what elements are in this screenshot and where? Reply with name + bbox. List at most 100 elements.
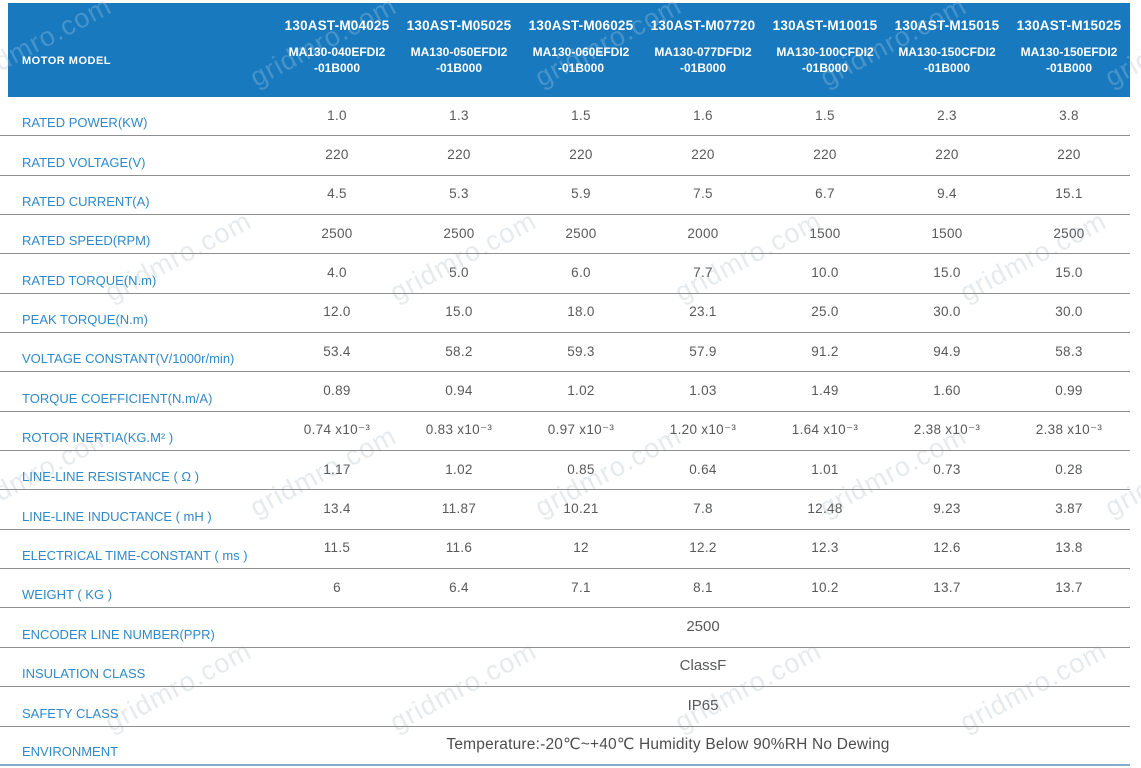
spec-value: 6.0 bbox=[571, 265, 591, 281]
spec-row: ENCODER LINE NUMBER(PPR) 2500 bbox=[0, 608, 1130, 648]
spec-value: 0.64 bbox=[689, 461, 717, 477]
spec-value: 10.0 bbox=[811, 265, 839, 281]
spec-value: 2.3 bbox=[937, 107, 957, 123]
spec-value: 12 bbox=[573, 540, 589, 556]
column-header: 130AST-M15025 MA130-150EFDI2 -01B000 bbox=[1008, 3, 1130, 97]
spec-value: 220 bbox=[935, 147, 959, 163]
spec-value: 15.1 bbox=[1055, 186, 1083, 202]
spec-row-label: TORQUE COEFFICIENT(N.m/A) bbox=[22, 390, 213, 406]
spec-value: 220 bbox=[325, 147, 349, 163]
spec-value: 1.60 bbox=[933, 383, 961, 399]
spec-row: ROTOR INERTIA(KG.M² ) 0.74 x10⁻³ 0.83 x10… bbox=[0, 412, 1130, 452]
column-header: 130AST-M15015 MA130-150CFDI2 -01B000 bbox=[886, 3, 1008, 97]
spec-value: 13.7 bbox=[1055, 579, 1083, 595]
spec-row-label: INSULATION CLASS bbox=[22, 666, 146, 682]
spec-value: 220 bbox=[813, 147, 837, 163]
motor-part-number: MA130-150EFDI2 -01B000 bbox=[1008, 44, 1130, 76]
spec-value: 0.97 x10⁻³ bbox=[547, 421, 615, 437]
spec-row-label: RATED SPEED(RPM) bbox=[22, 233, 151, 249]
spec-value: 0.83 x10⁻³ bbox=[425, 421, 493, 437]
column-header: 130AST-M06025 MA130-060EFDI2 -01B000 bbox=[520, 3, 642, 97]
spec-value: 0.99 bbox=[1055, 383, 1083, 399]
spec-value: 91.2 bbox=[811, 343, 839, 359]
spec-row-label: RATED VOLTAGE(V) bbox=[22, 154, 146, 170]
spec-value: 13.8 bbox=[1055, 540, 1083, 556]
motor-model-name: 130AST-M10015 bbox=[772, 18, 878, 33]
spec-value: 1.03 bbox=[689, 383, 717, 399]
spec-row-values: 12.0 15.0 18.0 23.1 25.0 30.0 30.0 bbox=[276, 294, 1130, 332]
spec-row-values: 2500 bbox=[276, 608, 1130, 646]
spec-value: 30.0 bbox=[1055, 304, 1083, 320]
spec-row-label: PEAK TORQUE(N.m) bbox=[22, 312, 148, 328]
motor-model-name: 130AST-M15015 bbox=[894, 18, 1000, 33]
spec-value: 12.2 bbox=[689, 540, 717, 556]
watermark-text: gridmro.com bbox=[8, 3, 117, 93]
spec-value: 7.7 bbox=[693, 265, 713, 281]
spec-value: 4.5 bbox=[327, 186, 347, 202]
spec-value: 1.5 bbox=[815, 107, 835, 123]
column-header: 130AST-M07720 MA130-077DFDI2 -01B000 bbox=[642, 3, 764, 97]
spec-value: 30.0 bbox=[933, 304, 961, 320]
motor-part-line2: -01B000 bbox=[679, 61, 727, 75]
spec-row-label: ENVIRONMENT bbox=[22, 743, 119, 759]
spec-row: SAFETY CLASS IP65 bbox=[0, 687, 1130, 727]
spec-value: 0.94 bbox=[445, 383, 473, 399]
spec-value: 13.4 bbox=[323, 501, 351, 517]
spec-value: 1.49 bbox=[811, 383, 839, 399]
motor-part-line1: MA130-050EFDI2 bbox=[410, 45, 508, 59]
spec-row-label: ROTOR INERTIA(KG.M² ) bbox=[22, 430, 174, 446]
motor-model-label: MOTOR MODEL bbox=[22, 55, 112, 67]
spec-value: 18.0 bbox=[567, 304, 595, 320]
spec-value: 0.89 bbox=[323, 383, 351, 399]
spec-value: 10.21 bbox=[563, 501, 599, 517]
spec-value: 220 bbox=[1057, 147, 1081, 163]
spec-value: 94.9 bbox=[933, 343, 961, 359]
spec-value: 5.3 bbox=[449, 186, 469, 202]
spec-value: 11.6 bbox=[445, 540, 473, 556]
spec-value: 10.2 bbox=[811, 579, 839, 595]
spec-row-label: ENCODER LINE NUMBER(PPR) bbox=[22, 626, 215, 642]
motor-model-name: 130AST-M05025 bbox=[406, 18, 512, 33]
spec-value: 1.5 bbox=[571, 107, 591, 123]
spec-value: 5.9 bbox=[571, 186, 591, 202]
spec-row-values: 53.4 58.2 59.3 57.9 91.2 94.9 58.3 bbox=[276, 333, 1130, 371]
spec-value: 1.01 bbox=[811, 461, 839, 477]
spec-row: PEAK TORQUE(N.m) 12.0 15.0 18.0 23.1 25.0 30.… bbox=[0, 294, 1130, 334]
spec-value: 1.02 bbox=[445, 461, 473, 477]
spec-value: 2500 bbox=[443, 225, 475, 241]
spec-row-label: RATED TORQUE(N.m) bbox=[22, 272, 157, 288]
spec-row-values: 11.5 11.6 12 12.2 12.3 12.6 13.8 bbox=[276, 530, 1130, 568]
spec-value: 220 bbox=[569, 147, 593, 163]
spec-row-label: WEIGHT ( KG ) bbox=[22, 587, 113, 603]
spec-row: LINE-LINE INDUCTANCE ( mH ) 13.4 11.87 10.… bbox=[0, 490, 1130, 530]
spec-value: 1.17 bbox=[323, 461, 351, 477]
spec-row-values: 1.0 1.3 1.5 1.6 1.5 2.3 3.8 bbox=[276, 97, 1130, 135]
spec-value: 59.3 bbox=[567, 343, 595, 359]
spec-value: 1.20 x10⁻³ bbox=[669, 421, 737, 437]
spec-value: 57.9 bbox=[689, 343, 717, 359]
spec-value: 220 bbox=[447, 147, 471, 163]
spec-value: 1500 bbox=[809, 225, 841, 241]
spec-row-values: 2500 2500 2500 2000 1500 1500 2500 bbox=[276, 215, 1130, 253]
spec-value: 3.8 bbox=[1059, 107, 1079, 123]
motor-part-number: MA130-040EFDI2 -01B000 bbox=[276, 44, 398, 76]
spec-value: 25.0 bbox=[811, 304, 839, 320]
spec-value: 7.5 bbox=[693, 186, 713, 202]
spec-row-values: 220 220 220 220 220 220 220 bbox=[276, 136, 1130, 174]
spec-value: 15.0 bbox=[1055, 265, 1083, 281]
spec-row: VOLTAGE CONSTANT(V/1000r/min) 53.4 58.2 59… bbox=[0, 333, 1130, 373]
spec-value: 23.1 bbox=[689, 304, 717, 320]
spec-value: 0.85 bbox=[567, 461, 595, 477]
spec-value: 2.38 x10⁻³ bbox=[1035, 421, 1103, 437]
motor-part-line2: -01B000 bbox=[557, 61, 605, 75]
spec-value: 0.73 bbox=[933, 461, 961, 477]
spec-value: 12.48 bbox=[807, 501, 843, 517]
spec-value: 6.4 bbox=[449, 579, 469, 595]
spec-row: RATED POWER(KW) 1.0 1.3 1.5 1.6 1.5 2.3 3.8 bbox=[0, 97, 1130, 137]
motor-part-line1: MA130-040EFDI2 bbox=[288, 45, 386, 59]
spec-value: 15.0 bbox=[445, 304, 473, 320]
spec-value: 1.02 bbox=[567, 383, 595, 399]
spec-value: 11.5 bbox=[323, 540, 351, 556]
spec-merged-value: Temperature:-20℃~+40℃ Humidity Below 90%… bbox=[446, 735, 890, 753]
spec-row: RATED SPEED(RPM) 2500 2500 2500 2000 1500 150… bbox=[0, 215, 1130, 255]
